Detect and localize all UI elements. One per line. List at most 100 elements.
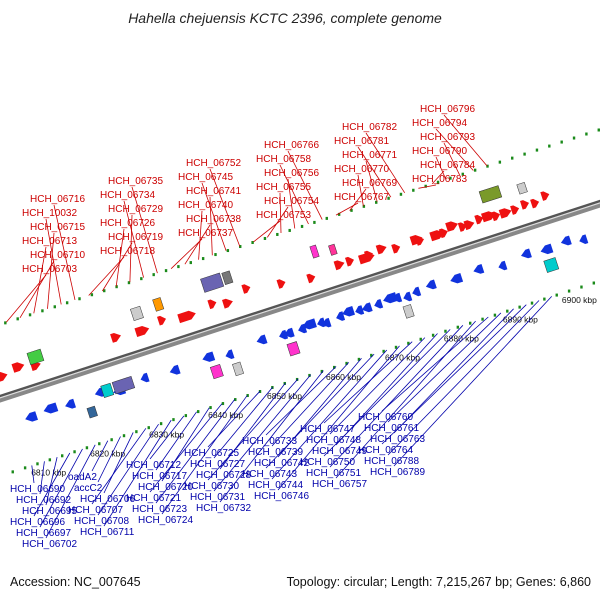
track-dot [357,357,361,361]
track-dot [407,341,410,345]
label-leader-line [209,168,241,247]
rna-feature-box [286,341,301,357]
label-leader-line [323,341,413,424]
forward-gene-arrow [276,279,286,289]
track-dot [506,309,509,313]
gene-label: HCH_06788 [364,456,419,467]
rna-feature-box [26,348,45,366]
reverse-gene-arrow [383,292,398,304]
forward-gene-arrow [520,200,529,210]
track-dot [337,212,341,216]
track-dot [592,281,596,285]
gene-label: HCH_06713 [22,236,77,247]
operon-feature-box [200,272,225,293]
label-leader-line [39,461,45,495]
gene-label: HCH_06733 [242,436,297,447]
forward-gene-arrow [463,220,475,231]
gene-label: HCH_06752 [186,158,241,169]
label-leader-line [287,178,296,229]
pseudogene-feature-box [516,181,528,195]
gene-features [0,181,589,422]
track-dot [456,325,460,329]
label-leader-line [335,202,359,216]
track-dot [382,349,385,353]
track-dot [486,164,489,168]
track-dot [41,309,44,313]
gene-label: HCH_06770 [334,164,389,175]
rna-feature-box [309,244,320,259]
label-leaders [5,114,552,539]
scale-tick-label: 6830 kbp [149,429,184,439]
track-dot [172,418,175,422]
forward-gene-arrow [364,250,373,261]
gene-label: HCH_06720 [138,482,193,493]
gene-label: HCH_06697 [16,528,71,539]
backbone-line [0,202,600,403]
gene-label: HCH_06707 [68,505,123,516]
label-leader-line [329,325,464,468]
genome-summary-text: Topology: circular; Length: 7,215,267 bp… [287,575,591,589]
reverse-gene-arrow [43,402,59,414]
scale-tick-label: 6850 kbp [267,391,302,401]
track-dot [140,277,143,281]
track-dot [530,301,534,305]
label-leader-line [387,312,502,423]
gene-labels: HCH_06703 HCH_06710 HCH_06713 HCH_06715 HCH_… [10,104,475,550]
forward-gene-arrow [391,244,401,254]
track-dot [147,426,150,430]
reverse-gene-arrow [169,364,181,375]
track-dot [196,410,200,414]
label-leader-line [39,448,83,528]
accession-text: Accession: NC_007645 [10,575,141,589]
reverse-gene-arrow [65,398,76,409]
gene-label: HCH_06729 [108,204,163,215]
label-leader-line [45,218,62,305]
track-dot [127,281,131,285]
gene-label: HCH_06767 [334,192,389,203]
gene-label: HCH_06702 [22,539,77,550]
gene-label: HCH_06794 [412,118,467,129]
pseudogene-feature-box [232,361,245,377]
label-leader-line [443,114,488,167]
gene-label: HCH_06690 [10,484,65,495]
label-leader-line [349,188,367,211]
label-leader-line [170,238,203,269]
reverse-gene-arrow [336,311,346,321]
gene-label: HCH_06734 [100,190,155,201]
label-leader-line [387,300,540,456]
label-leader-line [393,296,552,467]
misc-feature-box [86,405,98,419]
gene-label: HCH_06692 [16,495,71,506]
gene-label: HCH_06721 [126,493,181,504]
rna-feature-box [209,364,224,380]
track-dot [16,317,19,321]
track-dot [209,406,212,410]
gene-label: HCH_06728 [196,470,251,481]
reverse-gene-arrow [521,248,532,259]
gene-label: HCH_06754 [264,196,319,207]
forward-gene-arrow [11,362,25,373]
track-dot [350,208,353,212]
track-dot [85,446,89,450]
track-dot [399,192,403,196]
label-leader-line [33,452,71,517]
label-leader-line [271,349,388,480]
forward-gene-arrow [445,221,458,232]
gene-label: HCH_06755 [256,182,311,193]
track-dot [226,249,230,253]
track-dot [251,240,254,244]
track-dot [375,200,378,204]
label-leader-line [91,428,147,505]
track-dot [419,337,422,341]
gene-label: HCH_06749 [312,446,367,457]
label-leader-line [102,242,133,292]
track-dot [493,313,497,317]
label-leader-line [129,214,133,283]
gene-label: HCH_06738 [186,214,241,225]
reverse-gene-arrow [393,292,403,303]
gene-label: HCH_06744 [248,480,303,491]
gene-label: HCH_06727 [190,459,245,470]
gene-label: HCH_06756 [264,168,319,179]
track-dot [60,454,64,458]
reverse-gene-arrow [342,306,355,317]
